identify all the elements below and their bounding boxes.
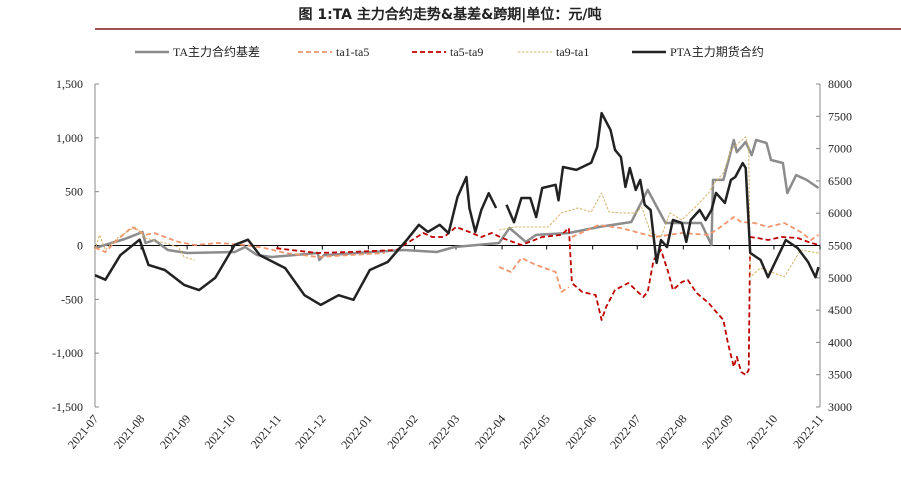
x-tick-label: 2021-07: [65, 412, 101, 452]
x-tick-label: 2021-12: [292, 412, 328, 452]
chart-title: 图 1:TA 主力合约走势&基差&跨期|单位：元/吨: [298, 6, 601, 23]
series-line-3: [94, 226, 195, 261]
x-tick-label: 2022-07: [607, 412, 643, 452]
left-tick-label: 1,000: [56, 131, 83, 145]
right-tick-label: 7500: [828, 109, 852, 123]
x-tick-label: 2022-08: [653, 412, 689, 452]
x-tick-label: 2022-11: [790, 412, 826, 451]
x-tick-label: 2021-09: [157, 412, 193, 452]
x-tick-label: 2022-03: [426, 412, 462, 452]
left-tick-label: 500: [65, 185, 83, 199]
right-tick-label: 6000: [828, 206, 852, 220]
series-line-2: [276, 226, 819, 376]
series-line-4: [94, 175, 498, 307]
axes: -1,500 -1,000 -500 0 500 1,000 1,500 3000 3500 40…: [52, 77, 852, 452]
right-tick-label: 3500: [828, 368, 852, 382]
legend-label-3: ta9-ta1: [556, 45, 589, 59]
right-tick-label: 5500: [828, 239, 852, 253]
left-tick-label: 1,500: [56, 77, 83, 91]
left-tick-label: 0: [77, 239, 83, 253]
legend-label-2: ta5-ta9: [450, 45, 483, 59]
legend-label-0: TA主力合约基差: [173, 44, 260, 59]
x-tick-label: 2022-02: [384, 412, 420, 452]
series-line-0: [94, 138, 820, 262]
right-tick-label: 4500: [828, 303, 852, 317]
right-tick-label: 7000: [828, 142, 852, 156]
right-tick-label: 8000: [828, 77, 852, 91]
right-tick-label: 4000: [828, 335, 852, 349]
right-tick-label: 6500: [828, 174, 852, 188]
left-tick-label: -500: [61, 292, 83, 306]
right-tick-label: 5000: [828, 271, 852, 285]
x-tick-label: 2021-08: [111, 412, 147, 452]
x-tick-label: 2022-09: [699, 412, 735, 452]
series-line-1: [94, 226, 385, 258]
series-line-1: [571, 216, 820, 241]
series-line-4: [505, 111, 820, 279]
x-tick-label: 2022-01: [338, 412, 374, 452]
left-tick-label: -1,000: [52, 346, 83, 360]
x-tick-label: 2022-06: [563, 412, 599, 452]
x-tick-label: 2022-04: [472, 412, 508, 452]
series-lines: [94, 111, 820, 376]
legend-label-1: ta1-ta5: [336, 45, 369, 59]
x-tick-label: 2021-10: [202, 412, 238, 452]
legend: TA主力合约基差 ta1-ta5 ta5-ta9 ta9-ta1 PTA主力期货合约: [135, 44, 764, 59]
legend-label-4: PTA主力期货合约: [670, 44, 764, 59]
left-tick-label: -1,500: [52, 400, 83, 414]
x-tick-label: 2022-05: [517, 412, 553, 452]
right-tick-label: 3000: [828, 400, 852, 414]
series-line-3: [499, 136, 819, 278]
series-line-1: [498, 257, 570, 293]
x-tick-label: 2022-10: [744, 412, 780, 452]
x-tick-label: 2021-11: [248, 412, 284, 451]
